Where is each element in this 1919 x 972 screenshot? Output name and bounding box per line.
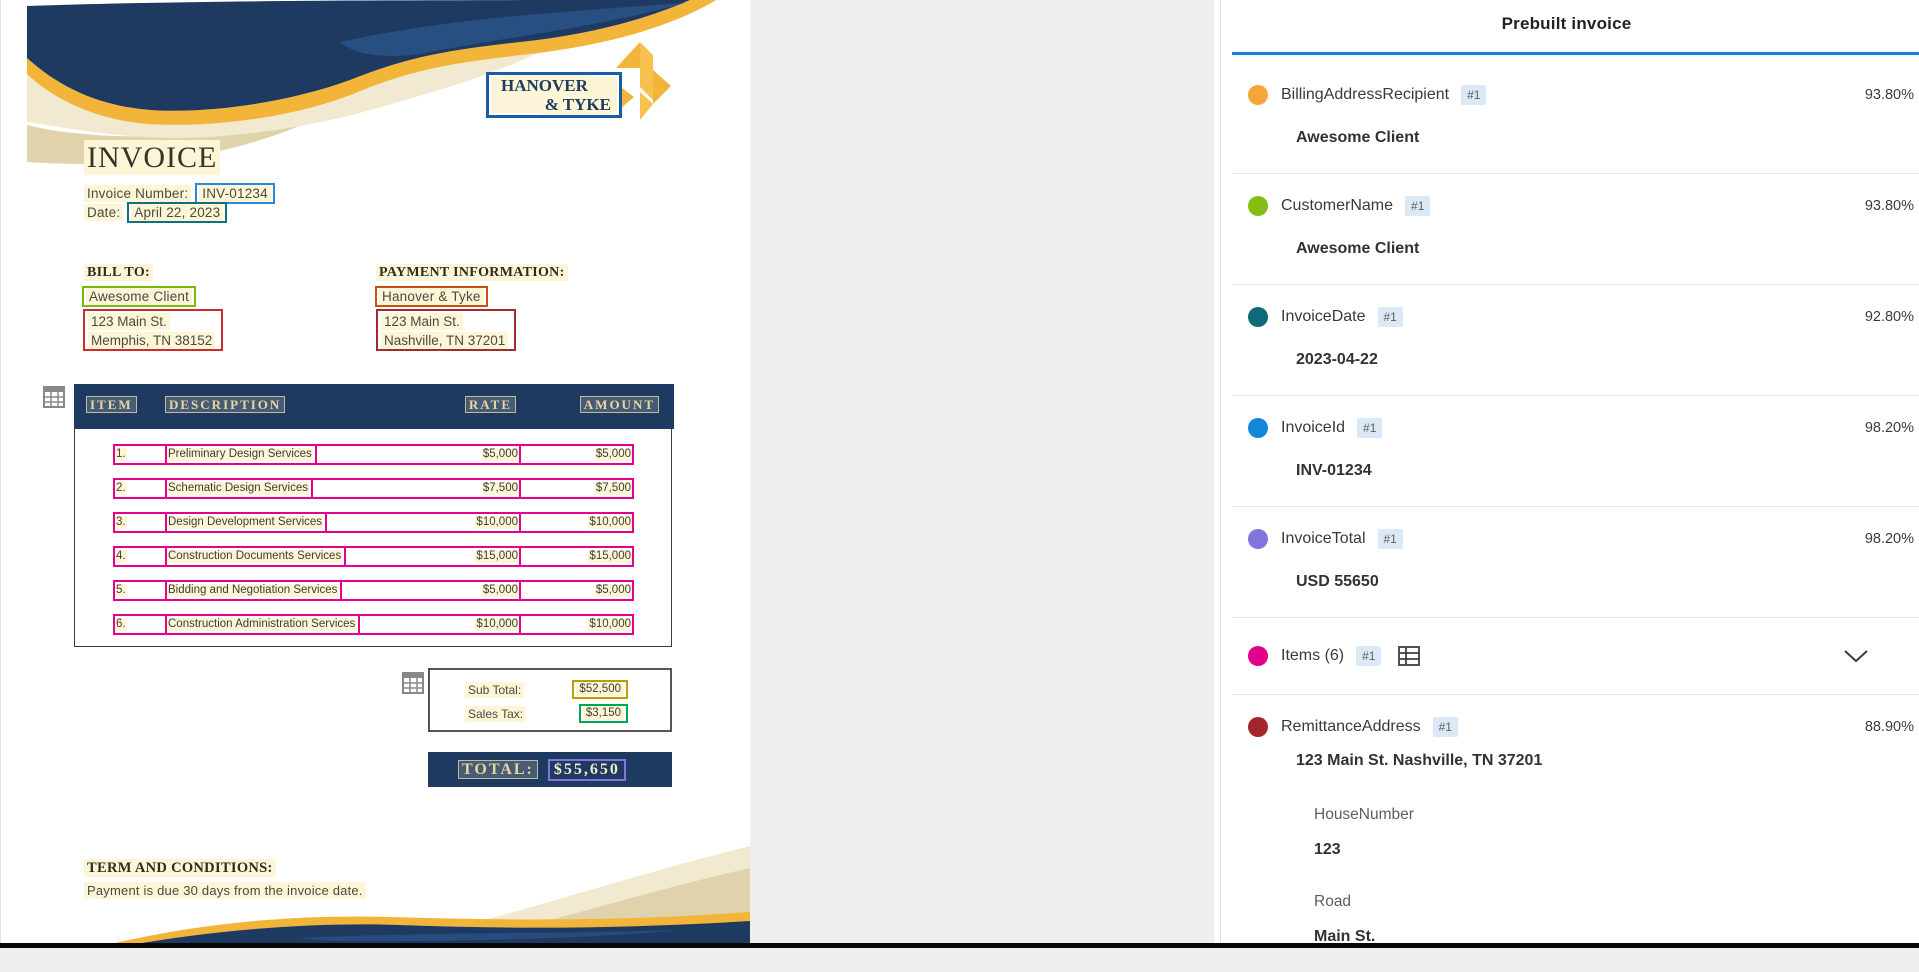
logo-text-line1: HANOVER bbox=[498, 75, 591, 96]
occurrence-badge: #1 bbox=[1432, 717, 1458, 737]
sales-tax-label: Sales Tax: bbox=[465, 705, 527, 722]
table-row[interactable]: 3. Design Development Services $10,000 $… bbox=[113, 512, 634, 533]
field-name: InvoiceId bbox=[1281, 419, 1346, 436]
table-detected-icon[interactable] bbox=[402, 672, 424, 694]
field-name: InvoiceDate bbox=[1281, 308, 1366, 325]
chevron-down-icon[interactable] bbox=[1843, 649, 1869, 663]
billing-address-field-box[interactable]: 123 Main St. Memphis, TN 38152 bbox=[83, 309, 223, 351]
line-items-table: ITEM DESCRIPTION RATE AMOUNT 1. Prelimin… bbox=[74, 384, 674, 647]
invoice-number-line: Invoice Number: INV-01234 bbox=[84, 183, 275, 204]
col-header-rate: RATE bbox=[464, 396, 516, 413]
invoice-id-field-box[interactable]: INV-01234 bbox=[195, 183, 275, 204]
subfield-value: Main St. bbox=[1314, 928, 1376, 945]
subfield-label: HouseNumber bbox=[1314, 806, 1414, 823]
field-name: InvoiceTotal bbox=[1281, 530, 1366, 547]
field-color-dot bbox=[1248, 646, 1268, 666]
sales-tax-field-box[interactable]: $3,150 bbox=[578, 704, 628, 723]
invoice-document-page: HANOVER & TYKE INVOICE Invoice Number: I… bbox=[0, 0, 750, 948]
field-color-dot bbox=[1248, 418, 1268, 438]
table-row[interactable]: 4. Construction Documents Services $15,0… bbox=[113, 546, 634, 567]
terms-heading: TERM AND CONDITIONS: bbox=[84, 859, 276, 877]
date-label: Date: bbox=[84, 204, 124, 221]
field-value: USD 55650 bbox=[1296, 573, 1379, 590]
logo-arrow-icon bbox=[614, 42, 671, 120]
invoice-number-label: Invoice Number: bbox=[84, 185, 192, 202]
occurrence-badge: #1 bbox=[1377, 307, 1403, 327]
occurrence-badge: #1 bbox=[1377, 529, 1403, 549]
field-value: Awesome Client bbox=[1296, 129, 1420, 146]
vendor-logo: HANOVER & TYKE bbox=[486, 72, 622, 118]
col-header-item: ITEM bbox=[86, 396, 137, 413]
subfield-value: 123 bbox=[1314, 841, 1341, 858]
bill-to-heading: BILL TO: bbox=[84, 264, 153, 281]
field-name: RemittanceAddress bbox=[1281, 718, 1421, 735]
occurrence-badge: #1 bbox=[1357, 418, 1383, 438]
invoice-total-field-box[interactable]: $55,650 bbox=[547, 758, 626, 781]
field-row-remittance-address[interactable]: RemittanceAddress #1 88.90% 123 Main St.… bbox=[1232, 695, 1919, 972]
confidence-value: 93.80% bbox=[1864, 87, 1914, 103]
invoice-date-field-box[interactable]: April 22, 2023 bbox=[127, 202, 228, 223]
panel-title: Prebuilt invoice bbox=[1501, 14, 1632, 33]
field-name: BillingAddressRecipient bbox=[1281, 86, 1450, 103]
occurrence-badge: #1 bbox=[1461, 85, 1487, 105]
field-row-invoice-date[interactable]: InvoiceDate #1 92.80% 2023-04-22 bbox=[1232, 285, 1919, 396]
subtotal-field-box[interactable]: $52,500 bbox=[572, 680, 628, 699]
field-row-invoice-id[interactable]: InvoiceId #1 98.20% INV-01234 bbox=[1232, 396, 1919, 507]
occurrence-badge: #1 bbox=[1405, 196, 1431, 216]
field-name: CustomerName bbox=[1281, 197, 1394, 214]
terms-body: Payment is due 30 days from the invoice … bbox=[84, 882, 366, 899]
totals-summary-box: Sub Total: $52,500 Sales Tax: $3,150 bbox=[428, 668, 672, 732]
col-header-description: DESCRIPTION bbox=[165, 396, 286, 413]
invoice-date-line: Date: April 22, 2023 bbox=[84, 202, 228, 223]
logo-text-line2: & TYKE bbox=[541, 94, 614, 115]
total-label: TOTAL: bbox=[458, 759, 538, 779]
items-table-icon[interactable] bbox=[1397, 644, 1421, 668]
table-row[interactable]: 6. Construction Administration Services … bbox=[113, 614, 634, 635]
vendor-name-field-box[interactable]: Hanover & Tyke bbox=[375, 286, 488, 307]
field-value: Awesome Client bbox=[1296, 240, 1420, 257]
field-color-dot bbox=[1248, 307, 1268, 327]
col-header-amount: AMOUNT bbox=[579, 396, 659, 413]
table-row[interactable]: 5. Bidding and Negotiation Services $5,0… bbox=[113, 580, 634, 601]
table-row[interactable]: 2. Schematic Design Services $7,500 $7,5… bbox=[113, 478, 634, 499]
confidence-value: 88.90% bbox=[1864, 719, 1914, 735]
field-color-dot bbox=[1248, 717, 1268, 737]
remittance-address-field-box[interactable]: 123 Main St. Nashville, TN 37201 bbox=[376, 309, 516, 351]
confidence-value: 93.80% bbox=[1864, 198, 1914, 214]
field-value: 123 Main St. Nashville, TN 37201 bbox=[1296, 752, 1543, 769]
field-color-dot bbox=[1248, 196, 1268, 216]
customer-name-field-box[interactable]: Awesome Client bbox=[82, 286, 197, 307]
subtotal-label: Sub Total: bbox=[465, 681, 525, 698]
field-row-billing-address-recipient[interactable]: BillingAddressRecipient #1 93.80% Awesom… bbox=[1232, 55, 1919, 174]
table-row[interactable]: 1. Preliminary Design Services $5,000 $5… bbox=[113, 444, 634, 465]
confidence-value: 98.20% bbox=[1864, 531, 1914, 547]
field-row-customer-name[interactable]: CustomerName #1 93.80% Awesome Client bbox=[1232, 174, 1919, 285]
occurrence-badge: #1 bbox=[1356, 646, 1382, 666]
subfield-label: Road bbox=[1314, 893, 1352, 910]
invoice-title: INVOICE bbox=[84, 140, 221, 175]
field-color-dot bbox=[1248, 529, 1268, 549]
field-color-dot bbox=[1248, 85, 1268, 105]
total-bar: TOTAL: $55,650 bbox=[428, 752, 672, 787]
bottom-edge-bar bbox=[0, 943, 1919, 948]
field-row-invoice-total[interactable]: InvoiceTotal #1 98.20% USD 55650 bbox=[1232, 507, 1919, 618]
field-value: INV-01234 bbox=[1296, 462, 1372, 479]
confidence-value: 92.80% bbox=[1864, 309, 1914, 325]
field-value: 2023-04-22 bbox=[1296, 351, 1378, 368]
field-row-items[interactable]: Items (6) #1 bbox=[1232, 618, 1919, 695]
payment-info-heading: PAYMENT INFORMATION: bbox=[376, 264, 568, 281]
table-detected-icon[interactable] bbox=[43, 386, 65, 408]
panel-title-underline bbox=[1232, 52, 1919, 55]
table-header-bar: ITEM DESCRIPTION RATE AMOUNT bbox=[74, 384, 674, 429]
bottom-wave-graphic bbox=[95, 846, 750, 948]
analysis-results-panel: Prebuilt invoice BillingAddressRecipient… bbox=[1213, 0, 1919, 948]
confidence-value: 98.20% bbox=[1864, 420, 1914, 436]
field-name: Items (6) bbox=[1281, 647, 1345, 664]
